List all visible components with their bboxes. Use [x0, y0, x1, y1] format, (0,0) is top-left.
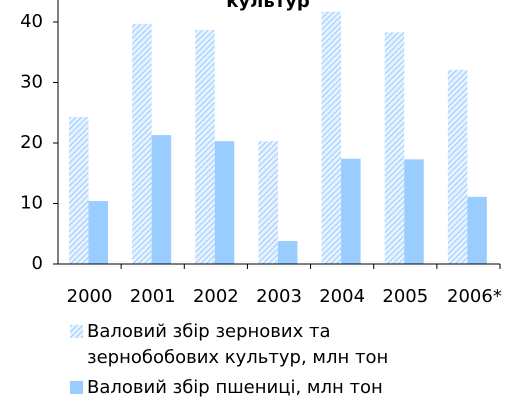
bar [447, 69, 468, 264]
legend-label: Валовий збір зернових та зернобобових кул… [87, 321, 388, 368]
bar [69, 116, 89, 264]
y-tick-label: 10 [20, 193, 43, 214]
bar [151, 135, 172, 264]
chart-title: культур [226, 0, 310, 12]
bar [467, 196, 487, 264]
bar [195, 29, 215, 264]
bar [132, 23, 152, 264]
x-tick-label: 2003 [256, 286, 302, 307]
y-tick-label: 20 [20, 132, 43, 153]
bar [384, 32, 405, 264]
bar [88, 201, 108, 264]
x-tick-label: 2002 [193, 286, 239, 307]
bar [321, 11, 342, 265]
bar [277, 241, 298, 264]
y-tick-label: 0 [32, 253, 43, 274]
bar [341, 158, 361, 264]
x-tick-label: 2000 [67, 286, 113, 307]
legend-swatch [70, 325, 83, 338]
x-tick-label: 2005 [382, 286, 428, 307]
legend-swatch [70, 381, 83, 394]
x-tick-label: 2001 [130, 286, 176, 307]
bar [404, 159, 424, 264]
y-tick-label: 40 [20, 11, 43, 32]
x-tick-label: 2006* [447, 286, 502, 307]
x-tick-label: 2004 [319, 286, 365, 307]
legend-label: Валовий збір пшениці, млн тон [87, 377, 383, 398]
bar [214, 141, 235, 264]
y-tick-label: 30 [20, 72, 43, 93]
bar [258, 141, 278, 264]
